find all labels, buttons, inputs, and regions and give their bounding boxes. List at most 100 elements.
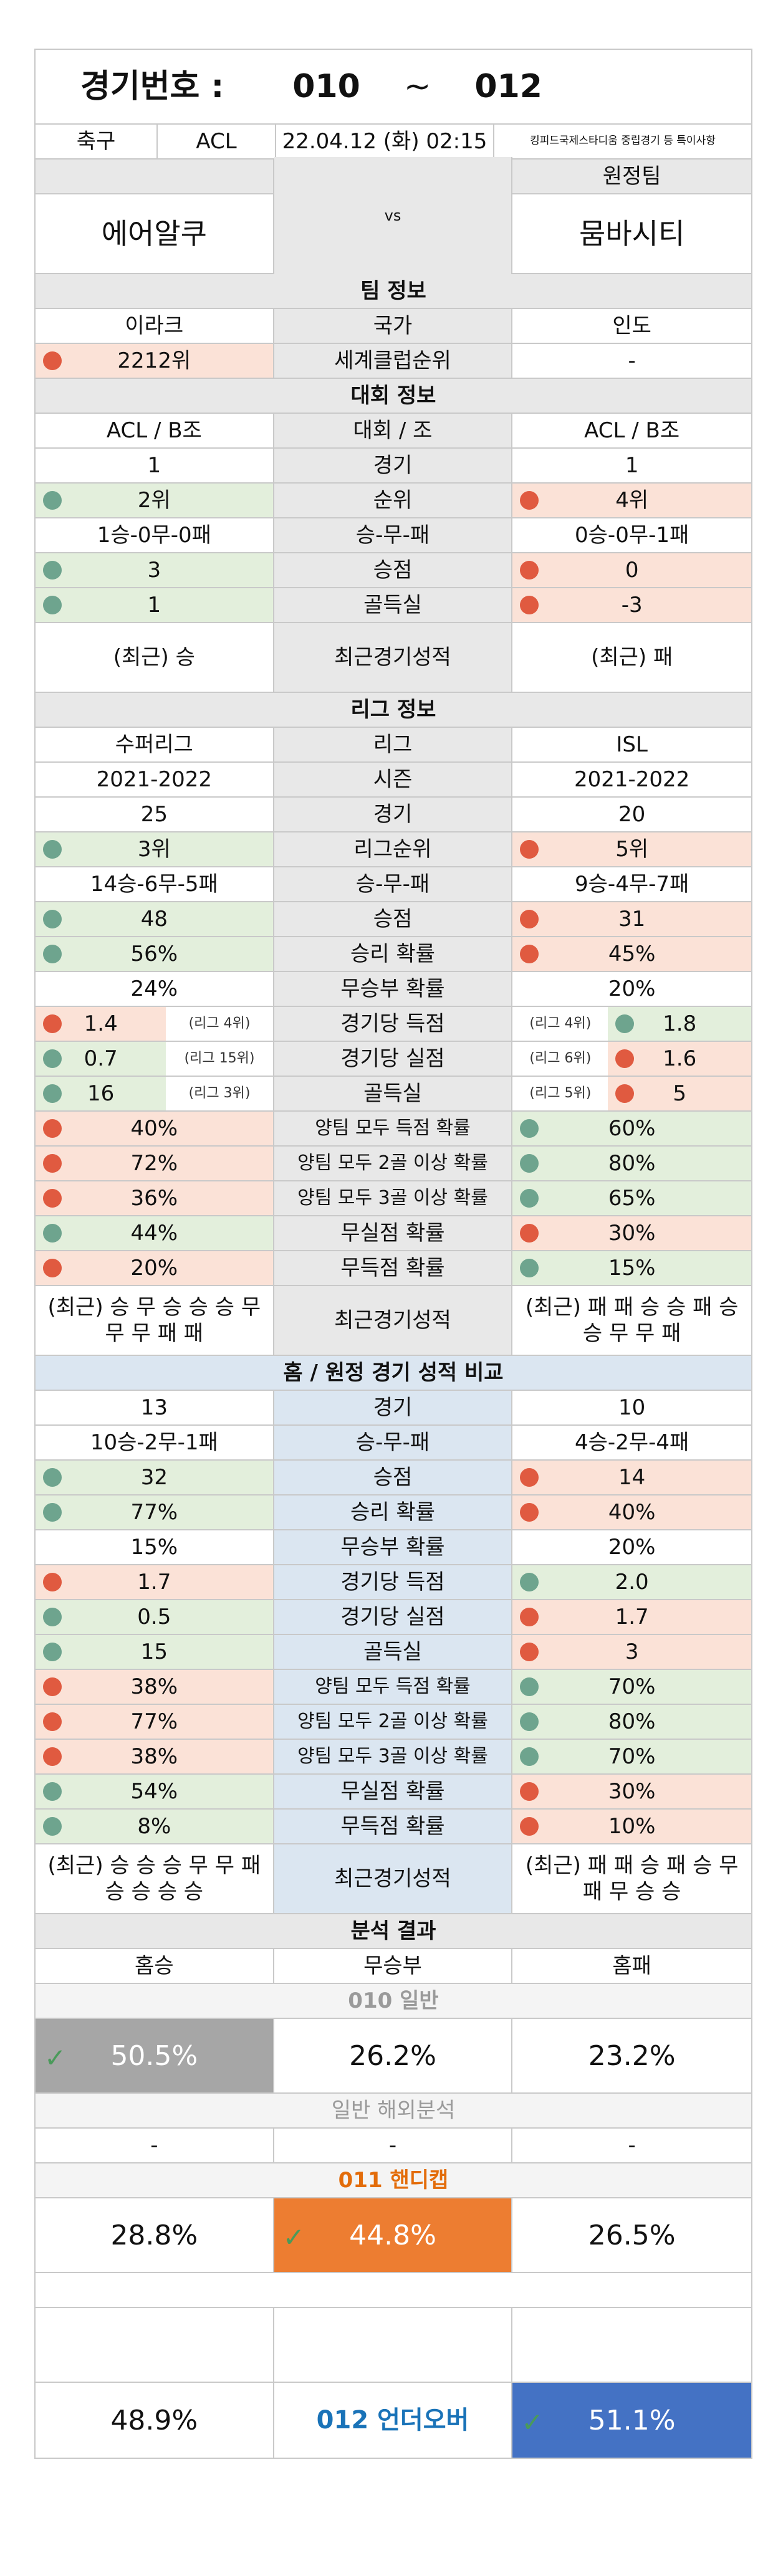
- league-home-value: 0.7 (리그 15위): [36, 1042, 274, 1076]
- status-dot-icon: [520, 1224, 539, 1243]
- status-dot-icon: [520, 1119, 539, 1138]
- league-away-value: 20: [618, 801, 646, 827]
- league-label: 승리 확률: [274, 937, 513, 971]
- league-away-stat: 5: [608, 1077, 751, 1110]
- overseas-home: -: [36, 2129, 274, 2162]
- status-dot-icon: [43, 1014, 62, 1033]
- status-dot-icon: [43, 840, 62, 859]
- overseas-draw: -: [274, 2129, 513, 2162]
- league-label: 양팀 모두 2골 이상 확률: [274, 1147, 513, 1180]
- home_away-away-value: 70%: [512, 1670, 751, 1704]
- handicap-values-draw: 44.8% ✓: [274, 2198, 513, 2272]
- league-row: 25 경기 20: [36, 798, 751, 832]
- tournament-home-value: 1승-0무-0패: [36, 518, 274, 552]
- tournament-away-value: 0: [512, 553, 751, 587]
- blank-row: [36, 2308, 751, 2383]
- away-value-with-rank: (리그 6위) 1.6: [512, 1042, 751, 1076]
- league-home-value: 56%: [36, 937, 274, 971]
- tournament-away-value: 1: [625, 452, 639, 478]
- home_away-label: 경기: [274, 1391, 513, 1424]
- sport-label: 축구: [36, 125, 158, 158]
- home_away-label: 최근경기성적: [274, 1844, 513, 1913]
- home_away-row: 38% 양팀 모두 득점 확률 70%: [36, 1670, 751, 1705]
- league-row: 1.4 (리그 4위) 경기당 득점 (리그 4위) 1.8: [36, 1007, 751, 1042]
- home_away-row: 10승-2무-1패 승-무-패 4승-2무-4패: [36, 1426, 751, 1461]
- handicap-values-home: 28.8%: [36, 2198, 274, 2272]
- home_away-home-value: 32: [36, 1461, 274, 1494]
- status-dot-icon: [520, 945, 539, 963]
- team-info-section: 팀 정보: [36, 274, 751, 309]
- team_info-row: 2212위 세계클럽순위 -: [36, 344, 751, 379]
- status-dot-icon: [43, 1049, 62, 1068]
- status-dot-icon: [615, 1084, 635, 1103]
- home_away-away-value: 4승-2무-4패: [575, 1429, 689, 1455]
- league-away-value: 20%: [608, 976, 656, 1001]
- tournament-home-value: 3: [36, 553, 274, 587]
- away-team-name: 뭄바시티: [579, 217, 685, 251]
- league-home-value: 72%: [36, 1147, 274, 1180]
- tournament-label: 순위: [274, 484, 513, 517]
- home_away-home-value: 54%: [36, 1775, 274, 1808]
- league-row: 56% 승리 확률 45%: [36, 937, 751, 972]
- tournament-home-value: ACL / B조: [36, 414, 274, 447]
- home_away-home-value: 10승-2무-1패: [36, 1426, 274, 1459]
- home_away-label: 승-무-패: [274, 1426, 513, 1459]
- tournament-section: 대회 정보: [36, 379, 751, 414]
- league-row: 48 승점 31: [36, 902, 751, 937]
- status-dot-icon: [520, 1643, 539, 1661]
- status-dot-icon: [43, 596, 62, 614]
- home_away-label: 승점: [274, 1461, 513, 1494]
- league-label: 시즌: [274, 763, 513, 796]
- league-away-stat: 1.6: [608, 1042, 751, 1076]
- home_away-label: 무승부 확률: [274, 1530, 513, 1564]
- home_away-home-value: 77%: [36, 1496, 274, 1529]
- league-row: 14승-6무-5패 승-무-패 9승-4무-7패: [36, 867, 751, 902]
- home_away-home-value: 77%: [36, 1705, 274, 1739]
- vs-cell: [36, 160, 274, 193]
- league-away-value: 65%: [512, 1181, 751, 1215]
- home_away-row: 8% 무득점 확률 10%: [36, 1810, 751, 1844]
- tournament-away-value: 0승-0무-1패: [575, 522, 689, 548]
- blank-cell-1: [36, 2308, 274, 2382]
- league-label: ACL: [158, 125, 276, 158]
- home_away-row: 54% 무실점 확률 30%: [36, 1775, 751, 1810]
- home-value-with-rank: 1.4 (리그 4위): [36, 1007, 273, 1041]
- status-dot-icon: [43, 1224, 62, 1243]
- tournament-row: ACL / B조 대회 / 조 ACL / B조: [36, 414, 751, 449]
- status-dot-icon: [520, 1154, 539, 1173]
- general-values-away: 23.2%: [588, 2039, 676, 2072]
- league-label: 양팀 모두 3골 이상 확률: [274, 1181, 513, 1215]
- status-dot-icon: [520, 1782, 539, 1801]
- status-dot-icon: [520, 1608, 539, 1626]
- league-label: 승점: [274, 902, 513, 936]
- home_away-home-value: 13: [36, 1391, 274, 1424]
- check-icon: ✓: [44, 2043, 67, 2073]
- league-away-value: 80%: [512, 1147, 751, 1180]
- home_away-label: 양팀 모두 3골 이상 확률: [274, 1740, 513, 1773]
- status-dot-icon: [520, 910, 539, 928]
- overseas-title-row: 일반 해외분석: [36, 2094, 751, 2129]
- home_away-label: 무득점 확률: [274, 1810, 513, 1843]
- home_away-home-value: (최근) 승 승 승 무 무 패 승 승 승 승: [36, 1844, 274, 1913]
- home-team-name: 에어알쿠: [36, 194, 274, 274]
- home_away-label: 골득실: [274, 1635, 513, 1669]
- tournament-label: 대회 / 조: [274, 414, 513, 447]
- home_away-row: (최근) 승 승 승 무 무 패 승 승 승 승 최근경기성적 (최근) 패 패 승…: [36, 1844, 751, 1914]
- status-dot-icon: [615, 1014, 635, 1033]
- league-home-value: 40%: [36, 1112, 274, 1145]
- match-number-tilde: ~: [403, 67, 431, 105]
- away-value-with-rank: (리그 4위) 1.8: [512, 1007, 751, 1041]
- league-home-value: 25: [36, 798, 274, 831]
- league-home-value: 3위: [36, 832, 274, 866]
- home_away-row: 77% 양팀 모두 2골 이상 확률 80%: [36, 1705, 751, 1740]
- blank-cell-2: [274, 2308, 513, 2382]
- home_away-away-value: 80%: [512, 1705, 751, 1739]
- league-away-value: ISL: [616, 732, 648, 757]
- status-dot-icon: [615, 1049, 635, 1068]
- status-dot-icon: [43, 910, 62, 928]
- team-name-row: 에어알쿠 vs 뭄바시티: [36, 157, 751, 274]
- league-row: 72% 양팀 모두 2골 이상 확률 80%: [36, 1147, 751, 1181]
- home_away-away-value: 2.0: [512, 1565, 751, 1599]
- status-dot-icon: [43, 1677, 62, 1696]
- status-dot-icon: [43, 1259, 62, 1277]
